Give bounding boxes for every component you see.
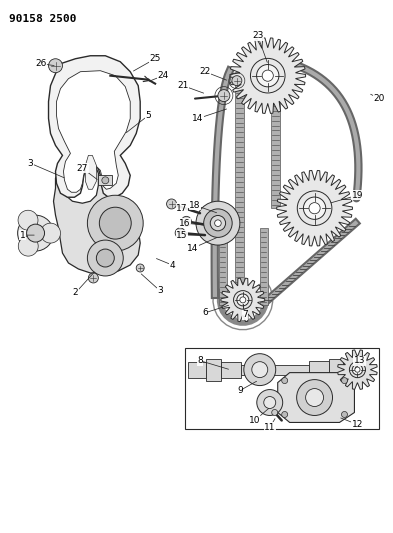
Circle shape	[244, 354, 276, 385]
Bar	[309, 361, 329, 378]
Circle shape	[349, 361, 365, 378]
Text: 10: 10	[249, 408, 269, 425]
Polygon shape	[277, 171, 353, 246]
Text: 20: 20	[371, 94, 385, 103]
Circle shape	[262, 70, 273, 81]
Circle shape	[264, 397, 276, 408]
Circle shape	[233, 290, 252, 309]
Circle shape	[96, 249, 114, 267]
Text: 14: 14	[187, 238, 217, 253]
Circle shape	[297, 191, 332, 225]
Circle shape	[87, 240, 123, 276]
Circle shape	[342, 411, 347, 417]
Text: 12: 12	[341, 418, 363, 429]
Circle shape	[87, 195, 143, 251]
Text: 14: 14	[192, 109, 227, 123]
Circle shape	[250, 59, 285, 93]
Bar	[219, 228, 227, 305]
Text: 24: 24	[149, 71, 169, 81]
Circle shape	[175, 228, 185, 238]
Circle shape	[18, 215, 53, 251]
Polygon shape	[338, 350, 377, 390]
Text: 17: 17	[176, 204, 198, 213]
Polygon shape	[230, 38, 306, 114]
Circle shape	[282, 411, 288, 417]
Circle shape	[218, 90, 230, 102]
Circle shape	[252, 362, 268, 377]
Circle shape	[297, 379, 332, 415]
Text: 23: 23	[252, 31, 267, 62]
Text: 90158 2500: 90158 2500	[9, 14, 76, 24]
Circle shape	[18, 236, 38, 256]
Text: 16: 16	[179, 219, 204, 228]
Circle shape	[303, 197, 326, 220]
Circle shape	[237, 294, 249, 306]
Text: 3: 3	[141, 274, 163, 295]
Bar	[271, 76, 280, 208]
Circle shape	[136, 264, 144, 272]
Circle shape	[210, 215, 226, 231]
Polygon shape	[221, 278, 265, 321]
Circle shape	[182, 216, 191, 227]
Circle shape	[257, 64, 279, 87]
Text: 18: 18	[189, 201, 217, 213]
Circle shape	[18, 210, 38, 230]
Polygon shape	[48, 56, 140, 197]
Circle shape	[352, 365, 363, 375]
Text: 7: 7	[242, 304, 248, 319]
Circle shape	[102, 177, 109, 184]
Circle shape	[88, 273, 98, 283]
Text: 19: 19	[331, 191, 363, 203]
Bar	[98, 175, 112, 185]
Text: 27: 27	[77, 164, 97, 180]
Text: 6: 6	[202, 305, 229, 317]
Circle shape	[48, 59, 62, 72]
Bar	[206, 359, 221, 381]
Bar	[260, 228, 268, 305]
Bar	[343, 362, 365, 377]
Text: 3: 3	[28, 159, 64, 178]
Text: 5: 5	[126, 111, 151, 133]
Text: 25: 25	[134, 54, 161, 71]
Circle shape	[272, 409, 278, 415]
Text: 26: 26	[35, 59, 54, 68]
Bar	[329, 359, 343, 381]
Circle shape	[355, 367, 360, 372]
Text: 4: 4	[156, 259, 175, 270]
Circle shape	[282, 377, 288, 384]
Circle shape	[27, 224, 44, 242]
Circle shape	[232, 76, 242, 86]
Circle shape	[342, 377, 347, 384]
Circle shape	[257, 390, 283, 415]
Polygon shape	[85, 156, 96, 189]
Text: 22: 22	[199, 67, 227, 80]
Polygon shape	[53, 154, 140, 273]
Text: 13: 13	[354, 356, 365, 368]
Text: 9: 9	[237, 381, 257, 395]
Circle shape	[215, 220, 221, 227]
Polygon shape	[278, 373, 354, 423]
Circle shape	[99, 207, 131, 239]
Bar	[235, 76, 244, 300]
Text: 2: 2	[73, 272, 94, 297]
Text: 1: 1	[20, 231, 34, 240]
Circle shape	[204, 209, 232, 237]
Circle shape	[40, 223, 61, 243]
Bar	[185, 348, 379, 430]
Text: 15: 15	[176, 231, 200, 240]
Bar	[188, 362, 206, 377]
Circle shape	[167, 199, 176, 209]
Bar	[241, 365, 309, 375]
Text: 21: 21	[177, 81, 204, 93]
Circle shape	[309, 203, 320, 214]
Text: 11: 11	[264, 418, 275, 432]
Bar	[221, 362, 241, 377]
Polygon shape	[57, 71, 130, 192]
Circle shape	[240, 297, 246, 303]
Circle shape	[306, 389, 323, 407]
Circle shape	[196, 201, 240, 245]
Text: 8: 8	[197, 356, 229, 369]
